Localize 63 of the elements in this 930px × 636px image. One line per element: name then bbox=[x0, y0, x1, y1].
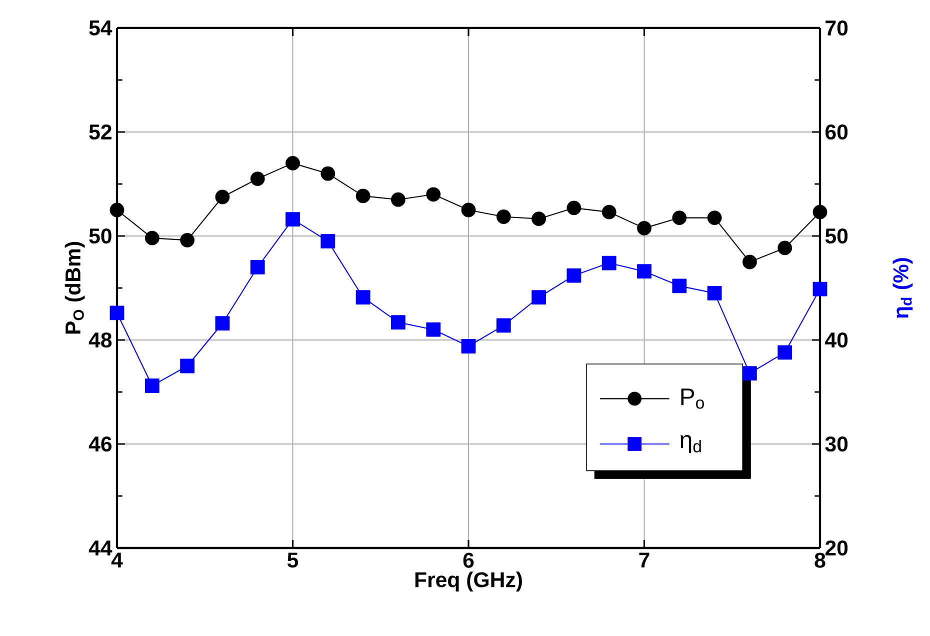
legend-label: η$_{d}$ bbox=[680, 435, 701, 453]
point bbox=[637, 264, 652, 279]
point bbox=[532, 212, 546, 226]
point bbox=[426, 187, 441, 202]
point bbox=[637, 220, 652, 236]
point bbox=[391, 315, 406, 330]
y-axis-title: P$_{O}$ (dBm) bbox=[64, 242, 85, 334]
x-axis-title: Freq (GHz) bbox=[415, 572, 522, 592]
point bbox=[496, 210, 511, 224]
point bbox=[461, 339, 476, 354]
point bbox=[602, 204, 616, 220]
point bbox=[461, 202, 476, 218]
y2-tick-label: 30 bbox=[825, 436, 848, 452]
y2-tick-label: 50 bbox=[825, 228, 848, 244]
legend-label: P$_{o}$ bbox=[681, 388, 704, 409]
point bbox=[320, 166, 336, 181]
y2-tick-label: 60 bbox=[825, 124, 848, 140]
point bbox=[566, 200, 582, 216]
y-tick-label: 54 bbox=[89, 20, 112, 36]
y2-tick-label: 20 bbox=[825, 540, 848, 556]
point bbox=[144, 378, 160, 393]
y-tick-label: 50 bbox=[89, 228, 112, 244]
point bbox=[110, 306, 124, 320]
point bbox=[742, 366, 757, 380]
point bbox=[286, 156, 300, 170]
point bbox=[391, 192, 406, 207]
point bbox=[672, 210, 687, 225]
point bbox=[180, 358, 195, 374]
point bbox=[320, 234, 336, 248]
y2-tick-label: 40 bbox=[825, 332, 848, 348]
y-tick-label: 48 bbox=[88, 332, 112, 348]
x-tick-label: 7 bbox=[639, 552, 650, 568]
point bbox=[778, 345, 792, 360]
y2-tick-label: 70 bbox=[826, 20, 848, 36]
point bbox=[532, 290, 546, 305]
point bbox=[672, 278, 687, 294]
point bbox=[215, 316, 230, 331]
point bbox=[566, 268, 582, 283]
point bbox=[707, 286, 722, 300]
point bbox=[812, 282, 828, 296]
y-tick-label: 44 bbox=[88, 540, 112, 556]
x-tick-label: 5 bbox=[287, 552, 298, 568]
point bbox=[707, 210, 722, 225]
point bbox=[778, 240, 792, 256]
point bbox=[180, 232, 195, 248]
y-tick-label: 46 bbox=[88, 436, 112, 452]
point bbox=[356, 188, 370, 204]
point bbox=[356, 290, 370, 305]
x-tick-label: 4 bbox=[111, 552, 123, 568]
point bbox=[215, 190, 230, 204]
x-tick-label: 6 bbox=[463, 552, 474, 568]
y2-axis-title: η$_{d}$ (%) bbox=[892, 258, 913, 318]
point bbox=[742, 254, 757, 270]
point bbox=[110, 202, 124, 218]
x-tick-label: 8 bbox=[814, 552, 826, 568]
point bbox=[496, 318, 511, 333]
point bbox=[426, 322, 441, 337]
point bbox=[250, 172, 265, 186]
y-tick-label: 52 bbox=[89, 124, 112, 140]
point bbox=[250, 260, 265, 274]
point bbox=[144, 230, 160, 246]
point bbox=[286, 212, 300, 227]
point bbox=[602, 256, 616, 270]
